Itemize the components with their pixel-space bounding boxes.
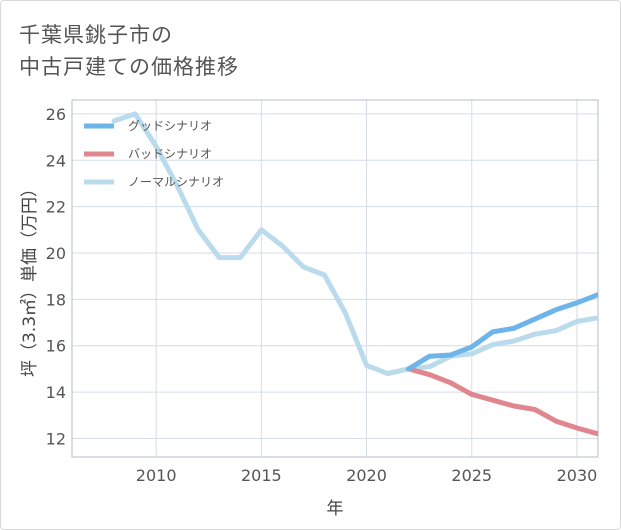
tick-labels: 2010 2015 2020 2025 2030 12 14 16 18 20 22 24 26 bbox=[46, 105, 598, 485]
x-tick-label: 2030 bbox=[557, 466, 598, 485]
chart-title: 千葉県銚子市の 中古戸建ての価格推移 bbox=[19, 19, 239, 83]
series-line-2 bbox=[406, 366, 598, 437]
series-line-1 bbox=[406, 292, 598, 372]
legend-label: ノーマルシナリオ bbox=[128, 175, 224, 189]
chart-title-line-2: 中古戸建ての価格推移 bbox=[19, 55, 239, 79]
series-lines bbox=[111, 111, 598, 437]
x-tick-label: 2015 bbox=[241, 466, 282, 485]
x-tick-label: 2025 bbox=[451, 466, 492, 485]
y-tick-label: 26 bbox=[46, 105, 66, 124]
y-tick-label: 12 bbox=[46, 429, 66, 448]
y-tick-label: 20 bbox=[46, 244, 66, 263]
series-line-3 bbox=[111, 111, 598, 376]
x-axis-label: 年 bbox=[327, 499, 344, 519]
y-tick-label: 16 bbox=[46, 337, 66, 356]
y-tick-label: 14 bbox=[46, 383, 66, 402]
grid-lines bbox=[71, 99, 599, 458]
y-tick-label: 24 bbox=[46, 151, 66, 170]
legend-label: バッドシナリオ bbox=[128, 147, 212, 161]
y-tick-label: 18 bbox=[46, 290, 66, 309]
chart-title-line-1: 千葉県銚子市の bbox=[19, 23, 173, 47]
x-tick-label: 2010 bbox=[136, 466, 177, 485]
y-tick-label: 22 bbox=[46, 198, 66, 217]
plot-frame bbox=[71, 99, 599, 458]
x-tick-label: 2020 bbox=[346, 466, 387, 485]
y-axis-label: 坪（3.3㎡）単価（万円） bbox=[20, 180, 40, 377]
legend-label: グッドシナリオ bbox=[128, 119, 212, 133]
